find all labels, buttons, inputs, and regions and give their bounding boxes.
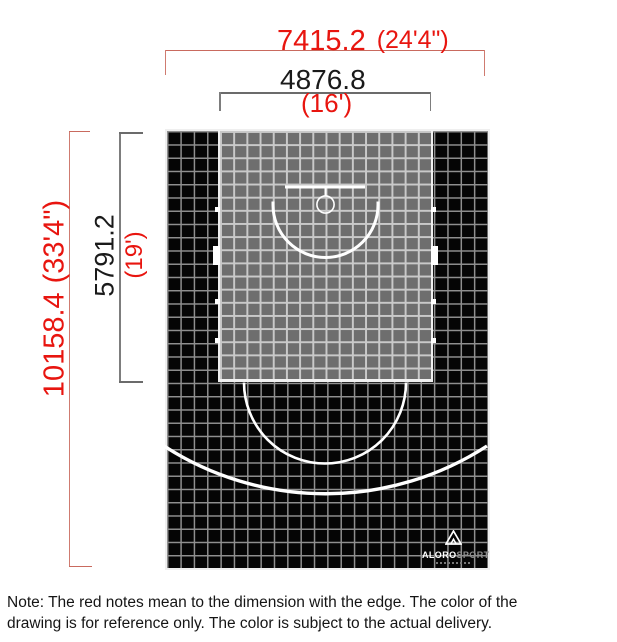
dim-left-inner-imperial: (19') bbox=[121, 231, 148, 279]
dim-top-outer-line bbox=[165, 50, 485, 51]
dim-top-inner-line bbox=[219, 92, 431, 94]
brand-logo-subtext bbox=[436, 562, 470, 564]
dim-left-outer-label: 10158.4 (33'4") bbox=[38, 193, 71, 405]
lane-hash-mark bbox=[431, 338, 436, 343]
dim-top-inner-imperial: (16') bbox=[301, 88, 353, 118]
dim-left-inner-tick-top bbox=[119, 132, 143, 134]
lane-hash-mark bbox=[431, 299, 436, 304]
dim-top-outer-label: 7415.2 (24'4") bbox=[277, 27, 449, 56]
lane-hash-mark bbox=[215, 299, 220, 304]
brand-name-light: SPORT bbox=[456, 550, 490, 560]
dim-top-outer-tick-left bbox=[165, 50, 166, 75]
note-text: Note: The red notes mean to the dimensio… bbox=[7, 592, 613, 634]
dim-left-outer-tick-bottom bbox=[69, 566, 92, 567]
dim-left-inner-value: 5791.2 bbox=[89, 214, 120, 297]
dim-top-outer-tick-right bbox=[484, 50, 485, 76]
dim-left-outer-tick-top bbox=[69, 131, 90, 132]
dim-top-inner-tick-right bbox=[429, 92, 431, 111]
lane-block-mark bbox=[431, 246, 438, 265]
lane-block-mark bbox=[213, 246, 220, 265]
brand-name-bold: ALORO bbox=[422, 550, 457, 560]
lane-hash-mark bbox=[431, 207, 436, 212]
note-line-2: drawing is for reference only. The color… bbox=[7, 615, 493, 633]
dim-top-inner-tick-left bbox=[219, 92, 221, 111]
dim-left-inner-line bbox=[119, 132, 121, 382]
brand-logo-text: ALOROSPORT bbox=[422, 550, 489, 560]
triangle-a-logo-icon bbox=[444, 529, 462, 545]
dim-left-outer-imperial: (33'4") bbox=[38, 199, 71, 284]
dim-left-outer-value: 10158.4 bbox=[38, 292, 71, 398]
dim-left-outer-line bbox=[69, 131, 70, 567]
dim-left-inner-tick-bottom bbox=[119, 381, 143, 383]
dim-top-inner-value: 4876.8 bbox=[280, 64, 366, 95]
lane-hash-mark bbox=[215, 338, 220, 343]
note-line-1: Note: The red notes mean to the dimensio… bbox=[7, 594, 518, 611]
dim-top-outer-imperial: (24'4") bbox=[376, 26, 449, 54]
lane-hash-mark bbox=[215, 207, 220, 212]
dim-top-outer-value: 7415.2 bbox=[277, 25, 366, 57]
brand-logo: ALOROSPORT bbox=[422, 529, 489, 564]
court-tile-area: ALOROSPORT bbox=[165, 129, 490, 570]
key-tile-panel bbox=[213, 131, 438, 382]
